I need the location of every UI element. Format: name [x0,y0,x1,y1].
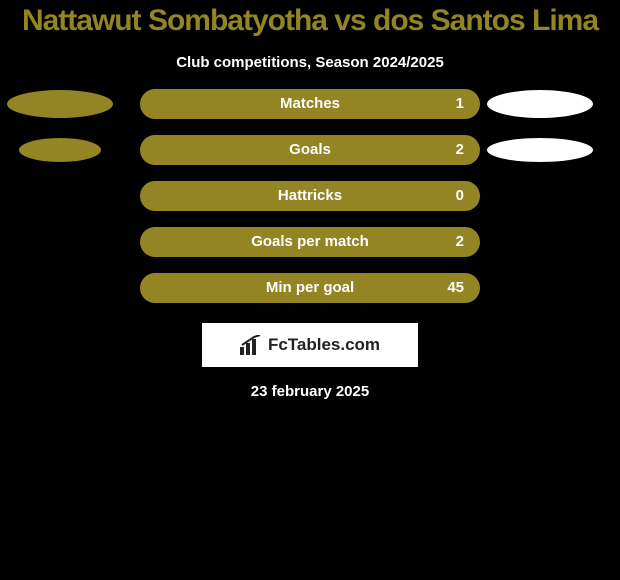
stat-row: Goals2 [0,135,620,165]
stat-row: Hattricks0 [0,181,620,211]
stat-label: Min per goal [140,273,480,303]
chart-icon [240,335,262,355]
stat-value: 2 [456,227,464,257]
stat-label: Goals per match [140,227,480,257]
player-right-ellipse [487,90,593,118]
player-left-ellipse [19,138,101,162]
stat-value: 1 [456,89,464,119]
stat-label: Goals [140,135,480,165]
stat-value: 2 [456,135,464,165]
date-text: 23 february 2025 [0,367,620,400]
logo-box: FcTables.com [202,323,418,367]
page-title: Nattawut Sombatyotha vs dos Santos Lima [0,0,620,44]
logo-text: FcTables.com [268,335,380,355]
stat-row: Goals per match2 [0,227,620,257]
stat-label: Matches [140,89,480,119]
player-left-ellipse [7,90,113,118]
stat-value: 45 [447,273,464,303]
stat-value: 0 [456,181,464,211]
stat-row: Matches1 [0,89,620,119]
stat-row: Min per goal45 [0,273,620,303]
stat-rows: Matches1Goals2Hattricks0Goals per match2… [0,89,620,303]
stat-label: Hattricks [140,181,480,211]
subtitle: Club competitions, Season 2024/2025 [0,44,620,89]
player-right-ellipse [487,138,593,162]
